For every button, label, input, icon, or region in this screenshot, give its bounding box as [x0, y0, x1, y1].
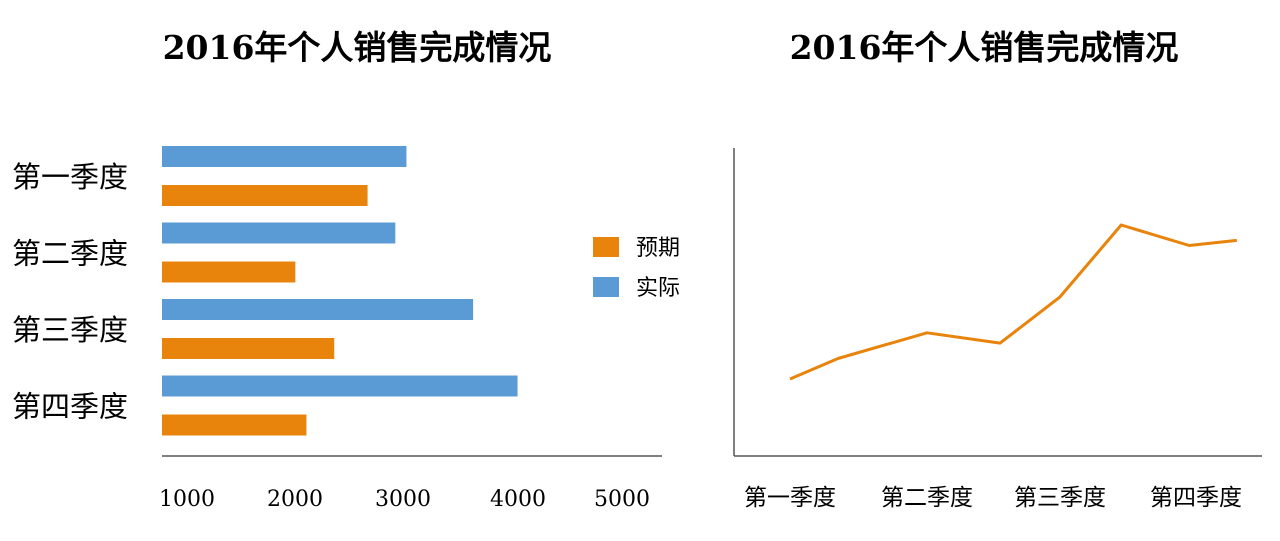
line-x-category-label: 第三季度 [1014, 485, 1106, 511]
bar-category-label: 第三季度 [12, 313, 128, 347]
line-chart-title: 2016年个人销售完成情况 [790, 28, 1179, 67]
bar-expected-4 [162, 414, 307, 436]
line-series [789, 223, 1237, 381]
bar-actual-2 [162, 222, 396, 244]
bar-x-tick-label: 3000 [375, 487, 431, 512]
legend-label-actual: 实际 [636, 276, 680, 301]
line-x-category-labels: 第一季度 第二季度 第三季度 第四季度 [744, 485, 1242, 511]
legend-swatch-expected [593, 237, 619, 257]
bar-x-tick-label: 4000 [490, 487, 546, 512]
bar-category-label: 第一季度 [12, 160, 128, 194]
bar-category-label: 第四季度 [12, 390, 128, 424]
line-chart: 2016年个人销售完成情况 第一季度 第二季度 第三季度 第四季度 [733, 28, 1262, 511]
bar-x-tick-labels: 1000 2000 3000 4000 5000 [159, 487, 650, 512]
bar-actual-1 [162, 146, 407, 167]
bar-series [162, 146, 518, 436]
bar-actual-3 [162, 299, 474, 320]
line-x-category-label: 第一季度 [744, 485, 836, 511]
legend-label-expected: 预期 [636, 236, 680, 261]
line-x-category-label: 第二季度 [881, 485, 973, 511]
bar-category-label: 第二季度 [12, 237, 128, 271]
bar-expected-2 [162, 261, 296, 283]
bar-x-tick-label: 1000 [159, 487, 215, 512]
bar-x-tick-label: 2000 [267, 487, 323, 512]
bar-chart-title: 2016年个人销售完成情况 [163, 28, 552, 67]
bar-expected-3 [162, 338, 335, 359]
line-x-category-label: 第四季度 [1150, 485, 1242, 511]
legend-swatch-actual [593, 277, 619, 297]
bar-actual-4 [162, 375, 518, 397]
bar-expected-1 [162, 185, 368, 206]
bar-x-tick-label: 5000 [594, 487, 650, 512]
bar-legend: 预期 实际 [593, 236, 680, 301]
